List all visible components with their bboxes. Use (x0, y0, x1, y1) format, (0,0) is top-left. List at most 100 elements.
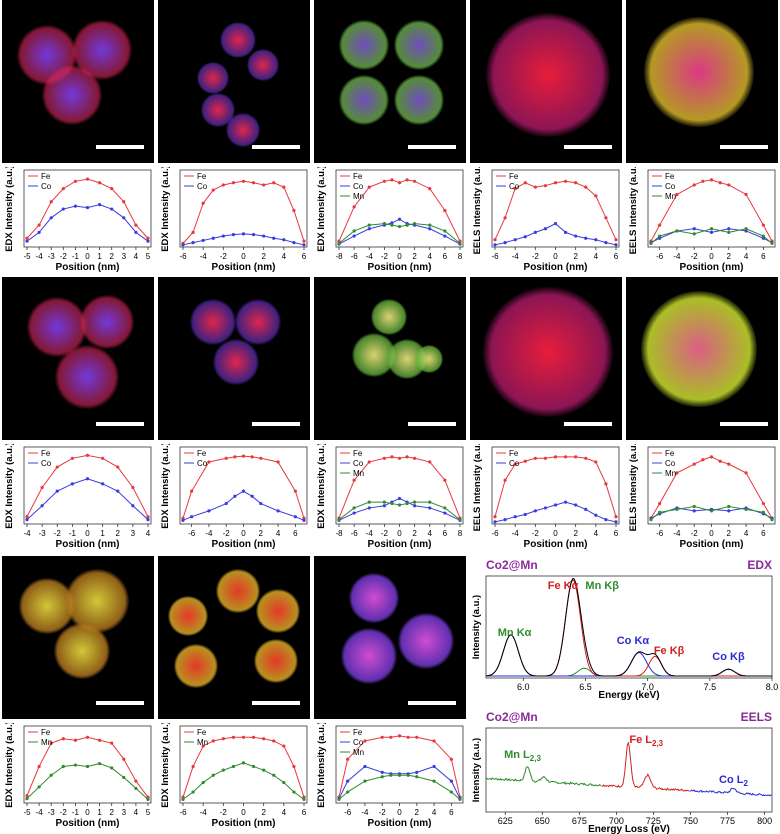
data-point (458, 518, 462, 522)
data-point (122, 757, 126, 761)
data-point (761, 510, 765, 514)
data-point (191, 230, 195, 234)
x-tick-label: -8 (335, 529, 343, 538)
data-point (70, 456, 74, 460)
x-tick-label: -6 (188, 529, 196, 538)
data-point (574, 455, 578, 459)
x-tick-label: 0 (553, 529, 558, 538)
data-point (73, 738, 77, 742)
scale-bar (564, 422, 612, 426)
data-point (744, 507, 748, 511)
data-point (85, 453, 90, 457)
data-point (55, 489, 59, 493)
data-point (302, 797, 306, 801)
x-tick-label: 4 (432, 808, 437, 817)
map-co2fe-eels (470, 277, 622, 440)
profile-chart-co2mn-edx: -8 -6 -4 -2 0 2 4 6 8 Position (nm) EDX Intensity … (316, 444, 464, 550)
x-tick-label: -2 (381, 529, 389, 538)
data-point (397, 503, 402, 507)
x-tick-label: -1 (72, 808, 80, 817)
x-tick-label: 750 (683, 816, 698, 826)
data-point (292, 790, 296, 794)
data-point (449, 790, 453, 794)
plot-frame (23, 446, 152, 525)
x-tick-label: 1 (97, 252, 102, 261)
data-point (692, 183, 696, 187)
data-point (346, 757, 350, 761)
profile-chart-co2fe-edx: -6 -4 -2 0 2 4 6 Position (nm) EDX Intensity (a.… (160, 444, 308, 550)
scale-bar (252, 145, 300, 149)
data-point (397, 456, 402, 460)
data-point (231, 232, 236, 237)
mn-eels-line (485, 766, 602, 787)
x-tick-label: -2 (532, 529, 540, 538)
data-point (181, 243, 185, 247)
y-axis-label: EELS Intensity (a.u.) (472, 167, 483, 254)
data-point (405, 455, 409, 459)
data-point (207, 509, 211, 513)
data-point (40, 504, 44, 508)
x-tick-label: -4 (200, 808, 208, 817)
data-point (770, 518, 774, 522)
data-point (553, 222, 558, 226)
scale-bar (408, 422, 456, 426)
particle (226, 113, 260, 147)
data-point (250, 494, 254, 498)
scale-bar (96, 422, 144, 426)
x-tick-label: 2 (727, 529, 732, 538)
panel-label: Co2@Mn (486, 710, 538, 724)
data-point (211, 188, 215, 192)
data-point (367, 500, 371, 504)
x-tick-label: 6.5 (579, 682, 592, 692)
x-tick-label: 2 (261, 252, 266, 261)
data-point (553, 503, 558, 507)
map-co2mn-edx (314, 277, 466, 440)
map-mn1-edx (2, 556, 154, 719)
data-point (744, 192, 748, 197)
co-eels-line (690, 787, 772, 797)
map-co1mn-edx (314, 0, 466, 163)
data-point (201, 780, 205, 785)
data-point (563, 500, 568, 504)
y-axis-label: EDX Intensity (a.u.) (160, 723, 171, 808)
data-point (272, 181, 276, 185)
data-point (523, 512, 527, 517)
scale-bar (96, 145, 144, 149)
data-point (181, 516, 185, 520)
data-point (543, 227, 548, 231)
data-point (658, 501, 662, 506)
data-point (574, 503, 578, 507)
data-point (49, 216, 53, 220)
data-point (363, 739, 367, 743)
data-point (259, 501, 263, 506)
particle (254, 639, 298, 683)
data-point (191, 764, 195, 769)
x-tick-label: 4 (282, 808, 287, 817)
data-point (397, 773, 402, 777)
scale-bar (408, 145, 456, 149)
data-point (241, 232, 246, 236)
data-point (709, 230, 714, 234)
data-point (709, 509, 714, 513)
x-tick-label: 4 (744, 252, 749, 261)
data-point (692, 504, 696, 509)
data-point (85, 764, 90, 769)
data-point (718, 181, 722, 185)
data-point (272, 739, 276, 743)
scale-bar (96, 701, 144, 705)
data-point (251, 735, 256, 739)
legend-entry: Co (509, 182, 520, 191)
data-point (503, 518, 507, 522)
legend-entry: Fe (509, 172, 519, 181)
data-point (658, 236, 662, 240)
data-point (116, 465, 120, 469)
data-point (563, 230, 568, 234)
data-point (415, 770, 419, 774)
x-tick-label: 3 (131, 529, 136, 538)
legend-entry: Co (665, 459, 676, 468)
data-point (594, 194, 598, 198)
legend-entry: Mn (41, 738, 52, 747)
data-point (251, 181, 256, 185)
data-point (675, 471, 679, 475)
map-co2-edx (2, 277, 154, 440)
